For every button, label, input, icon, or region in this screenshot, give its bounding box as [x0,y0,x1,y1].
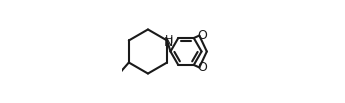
Text: O: O [197,29,207,42]
Text: O: O [197,61,207,74]
Text: H: H [165,35,173,45]
Text: N: N [164,36,174,49]
